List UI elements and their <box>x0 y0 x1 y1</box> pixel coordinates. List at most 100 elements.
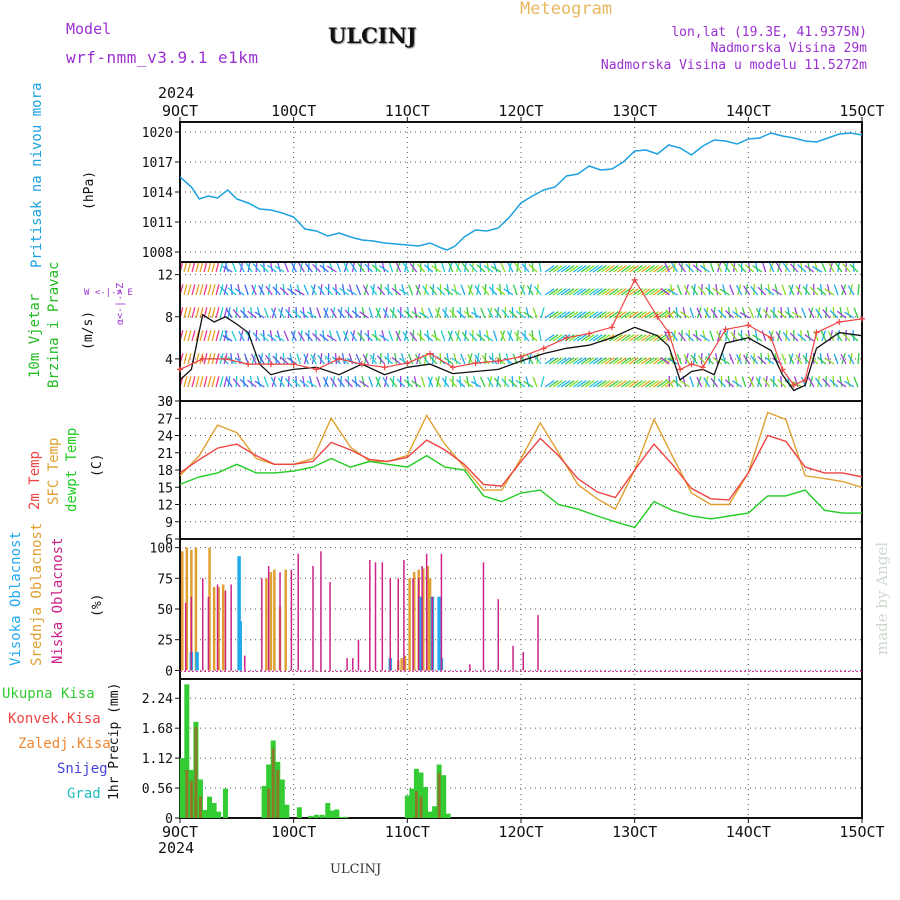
wind-barb <box>354 306 358 319</box>
wind-barb <box>249 376 253 388</box>
y-tick-label: 1008 <box>142 246 173 261</box>
wind-barb <box>750 286 759 296</box>
cloud-bar-mid <box>181 551 184 671</box>
wind-gust-marker <box>654 313 661 320</box>
wind-barb <box>616 334 627 342</box>
wind-barb <box>788 353 795 365</box>
wind-barb <box>394 284 398 296</box>
wind-barb <box>244 284 249 296</box>
wind-barb <box>588 334 599 342</box>
wind-barb <box>317 354 325 365</box>
wind-barb <box>685 332 694 342</box>
wind-barb <box>440 262 446 273</box>
wind-barb <box>683 284 691 296</box>
wind-barb <box>459 375 462 388</box>
wind-barb <box>809 286 819 296</box>
precip-total-bar <box>202 809 208 818</box>
precip-total-bar <box>404 795 410 818</box>
wind-barb <box>191 262 196 273</box>
wind-barb <box>252 263 261 273</box>
wind-barb <box>717 309 727 319</box>
cloud-bar-low <box>469 664 471 671</box>
wind-barb <box>741 307 747 319</box>
cloud-bar-mid <box>412 572 416 671</box>
wind-barb <box>826 353 831 365</box>
wind-barb <box>710 308 719 319</box>
wind-barb <box>560 288 571 296</box>
wind-barb <box>560 380 571 388</box>
wind-barb <box>620 380 631 388</box>
wind-barb <box>703 377 711 388</box>
wind-barb <box>330 377 338 388</box>
wind-barb <box>337 308 346 319</box>
wind-barb <box>723 262 731 273</box>
wind-barb <box>596 357 607 365</box>
wind-barb <box>404 310 414 319</box>
cloud-bar-mid <box>194 547 198 671</box>
wind-barb <box>723 331 731 342</box>
wind-barb <box>453 284 458 296</box>
x-tick-label-top: 9OCT <box>162 102 198 120</box>
cloud-bar-low <box>297 553 299 671</box>
wind-barb <box>636 265 647 273</box>
wind-barb <box>753 352 755 365</box>
cloud-bar-mid <box>208 547 211 671</box>
wind-barb <box>604 288 615 296</box>
wind-barb <box>343 262 350 273</box>
wind-gust-marker <box>245 361 252 368</box>
wind-barb <box>689 307 695 319</box>
wind-barb <box>422 285 430 296</box>
y-tick-label: 1.12 <box>142 752 173 767</box>
wind-barb <box>849 264 859 273</box>
wind-barb <box>463 380 474 388</box>
cloud-bar-high <box>237 556 241 671</box>
cloud-bar-low <box>440 553 443 671</box>
wind-barb <box>483 265 494 273</box>
wind-barb <box>676 353 683 365</box>
wind-barb <box>584 334 595 342</box>
wind-barb <box>795 354 803 365</box>
wind-barb <box>667 288 678 296</box>
wind-barb <box>402 331 410 342</box>
wind-barb <box>359 311 369 319</box>
wind-barb <box>211 262 216 273</box>
wind-barb <box>829 309 839 319</box>
wind-barb <box>429 355 438 365</box>
wind-barb <box>748 307 755 319</box>
wind-barb <box>211 284 216 296</box>
precip-conv-bar <box>185 769 189 818</box>
wind-barb <box>342 330 350 342</box>
cloud-bar-low <box>320 551 322 671</box>
wind-barb <box>431 265 442 273</box>
x-tick-label-top: 10OCT <box>271 102 316 120</box>
wind-barb <box>616 265 627 273</box>
wind-barb <box>258 285 265 296</box>
wind-barb <box>596 380 607 388</box>
wind-barb <box>302 376 306 388</box>
wind-barb <box>219 262 224 273</box>
wind-barb <box>476 264 486 273</box>
wind-barb <box>592 288 603 296</box>
precip-conv-bar <box>189 780 193 818</box>
wind-gust-marker <box>779 366 786 373</box>
wind-gust-marker <box>688 361 695 368</box>
wind-barb <box>461 262 470 273</box>
wind-barb <box>376 355 386 365</box>
wind-gust-marker <box>665 329 672 336</box>
wind-barb <box>828 262 835 273</box>
cloud-bar-high <box>419 596 423 671</box>
wind-barb <box>263 376 269 388</box>
cloud-bar-low <box>482 562 485 671</box>
wind-barb <box>669 284 675 296</box>
wind-barb <box>203 262 208 273</box>
wind-barb <box>494 377 502 388</box>
precip-total-bar <box>184 684 190 818</box>
wind-barb <box>649 265 659 273</box>
wind-barb <box>600 265 611 273</box>
cloud-bar-mid <box>408 578 411 671</box>
wind-barb <box>775 262 783 273</box>
wind-barb <box>336 262 342 273</box>
wind-barb <box>782 331 791 342</box>
year-top: 2024 <box>158 84 195 102</box>
